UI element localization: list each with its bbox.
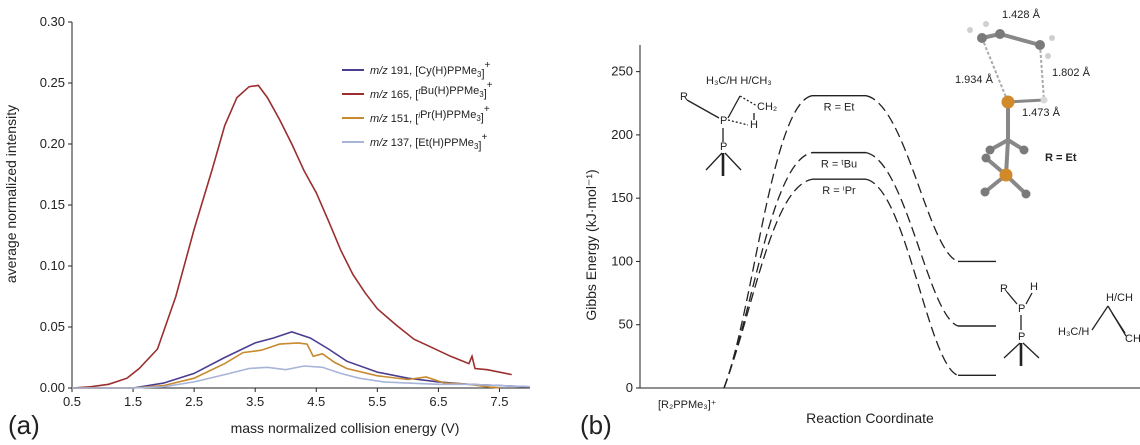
distance-c-h: 1.802 Å [1052,66,1091,79]
y-tick-label-b: 150 [611,190,633,205]
legend-label-1: m/z 165, [tBu(H)PPMe3]+ [370,80,493,101]
ts-level-label-2: R = ⁱPr [822,185,856,197]
series-line-2 [72,342,500,389]
alkene-right-label: CH [1125,333,1140,345]
legend: m/z 191, [Cy(H)PPMe3]+m/z 165, [tBu(H)PP… [342,60,493,152]
x-tick-label-a: 2.5 [185,394,203,409]
y-tick-label-b: 50 [619,317,633,332]
y-tick-label-b: 100 [611,253,633,268]
panel-label-b: (b) [580,410,612,440]
panel-a-line-chart: 0.5 1.5 2.5 3.5 4.5 5.5 6.5 7.5 0.00 0.05 0.10 0.1… [3,14,531,440]
x-tick-label-a: 4.5 [307,394,325,409]
series-line-1 [71,84,512,389]
y-axis-label-a: average normalized intensity [3,105,19,283]
pathway-fall-2 [865,178,959,376]
ts-ch2-label: CH₂ [757,101,777,113]
y-axis-label-b: Gibbs Energy (kJ·mol⁻¹) [583,169,599,320]
ts-level-label-1: R = ᵗBu [821,159,857,171]
distance-p-h: 1.473 Å [1022,106,1061,119]
panel-label-a: (a) [8,410,40,440]
x-tick-label-a: 7.5 [490,394,508,409]
legend-label-2: m/z 151, [iPr(H)PPMe3]+ [370,104,490,125]
y-tick-label-a: 0.05 [40,319,65,334]
prod-p2-label: P [1018,331,1025,343]
prod-h-label: H [1030,281,1038,293]
ts-r-label: R [680,91,688,103]
y-tick-label-b: 200 [611,127,633,142]
panel-b-energy-diagram: 0 50 100 150 200 250 R = Et R = ᵗBu R = ⁱPr Rea… [580,8,1140,440]
ts-p1-label: P [720,115,727,127]
ts-3d-label: R = Et [1045,152,1077,164]
y-tick-label-b: 0 [626,380,633,395]
series-line-3 [72,365,531,389]
product-lewis-structure: R H P P H/CH H₃C/H CH [1000,281,1140,366]
y-tick-label-a: 0.30 [40,14,65,29]
y-tick-label-a: 0.00 [40,380,65,395]
distance-p-c: 1.934 Å [955,73,994,86]
pathway-rise-1 [723,151,813,389]
x-tick-label-a: 6.5 [429,394,447,409]
x-tick-label-a: 3.5 [246,394,264,409]
y-tick-label-a: 0.25 [40,75,65,90]
x-axis-label-b: Reaction Coordinate [806,410,934,426]
y-tick-label-b: 250 [611,64,633,79]
y-tick-label-a: 0.15 [40,197,65,212]
ts-p2-label: P [720,141,727,153]
x-tick-label-a: 0.5 [63,394,81,409]
prod-r-label: R [1000,283,1008,295]
legend-label-0: m/z 191, [Cy(H)PPMe3]+ [370,60,491,80]
ts-h-label: H [750,119,758,131]
prod-p1-label: P [1018,303,1025,315]
reactant-label: [R₂PPMe₃]⁺ [658,399,717,411]
ts-level-label-0: R = Et [824,102,855,114]
pathway-rise-0 [723,95,813,389]
legend-label-3: m/z 137, [Et(H)PPMe3]+ [370,132,487,152]
ts-lewis-structure: H₃C/H H/CH₃ R P P CH₂ H [680,75,777,176]
pathway-fall-1 [865,151,959,327]
pathway-rise-2 [723,178,813,389]
y-tick-label-a: 0.10 [40,258,65,273]
ts-3d-model: 1.428 Å 1.934 Å 1.802 Å 1.473 Å R = Et [955,8,1091,199]
x-tick-label-a: 5.5 [368,394,386,409]
distance-cc: 1.428 Å [1002,8,1041,21]
pathway-fall-0 [865,95,959,263]
y-tick-label-a: 0.20 [40,136,65,151]
ts-top-label: H₃C/H H/CH₃ [706,75,772,87]
x-tick-label-a: 1.5 [124,394,142,409]
alkene-left-label: H₃C/H [1058,326,1089,338]
alkene-top-label: H/CH [1106,292,1133,304]
x-axis-label-a: mass normalized collision energy (V) [231,420,460,436]
